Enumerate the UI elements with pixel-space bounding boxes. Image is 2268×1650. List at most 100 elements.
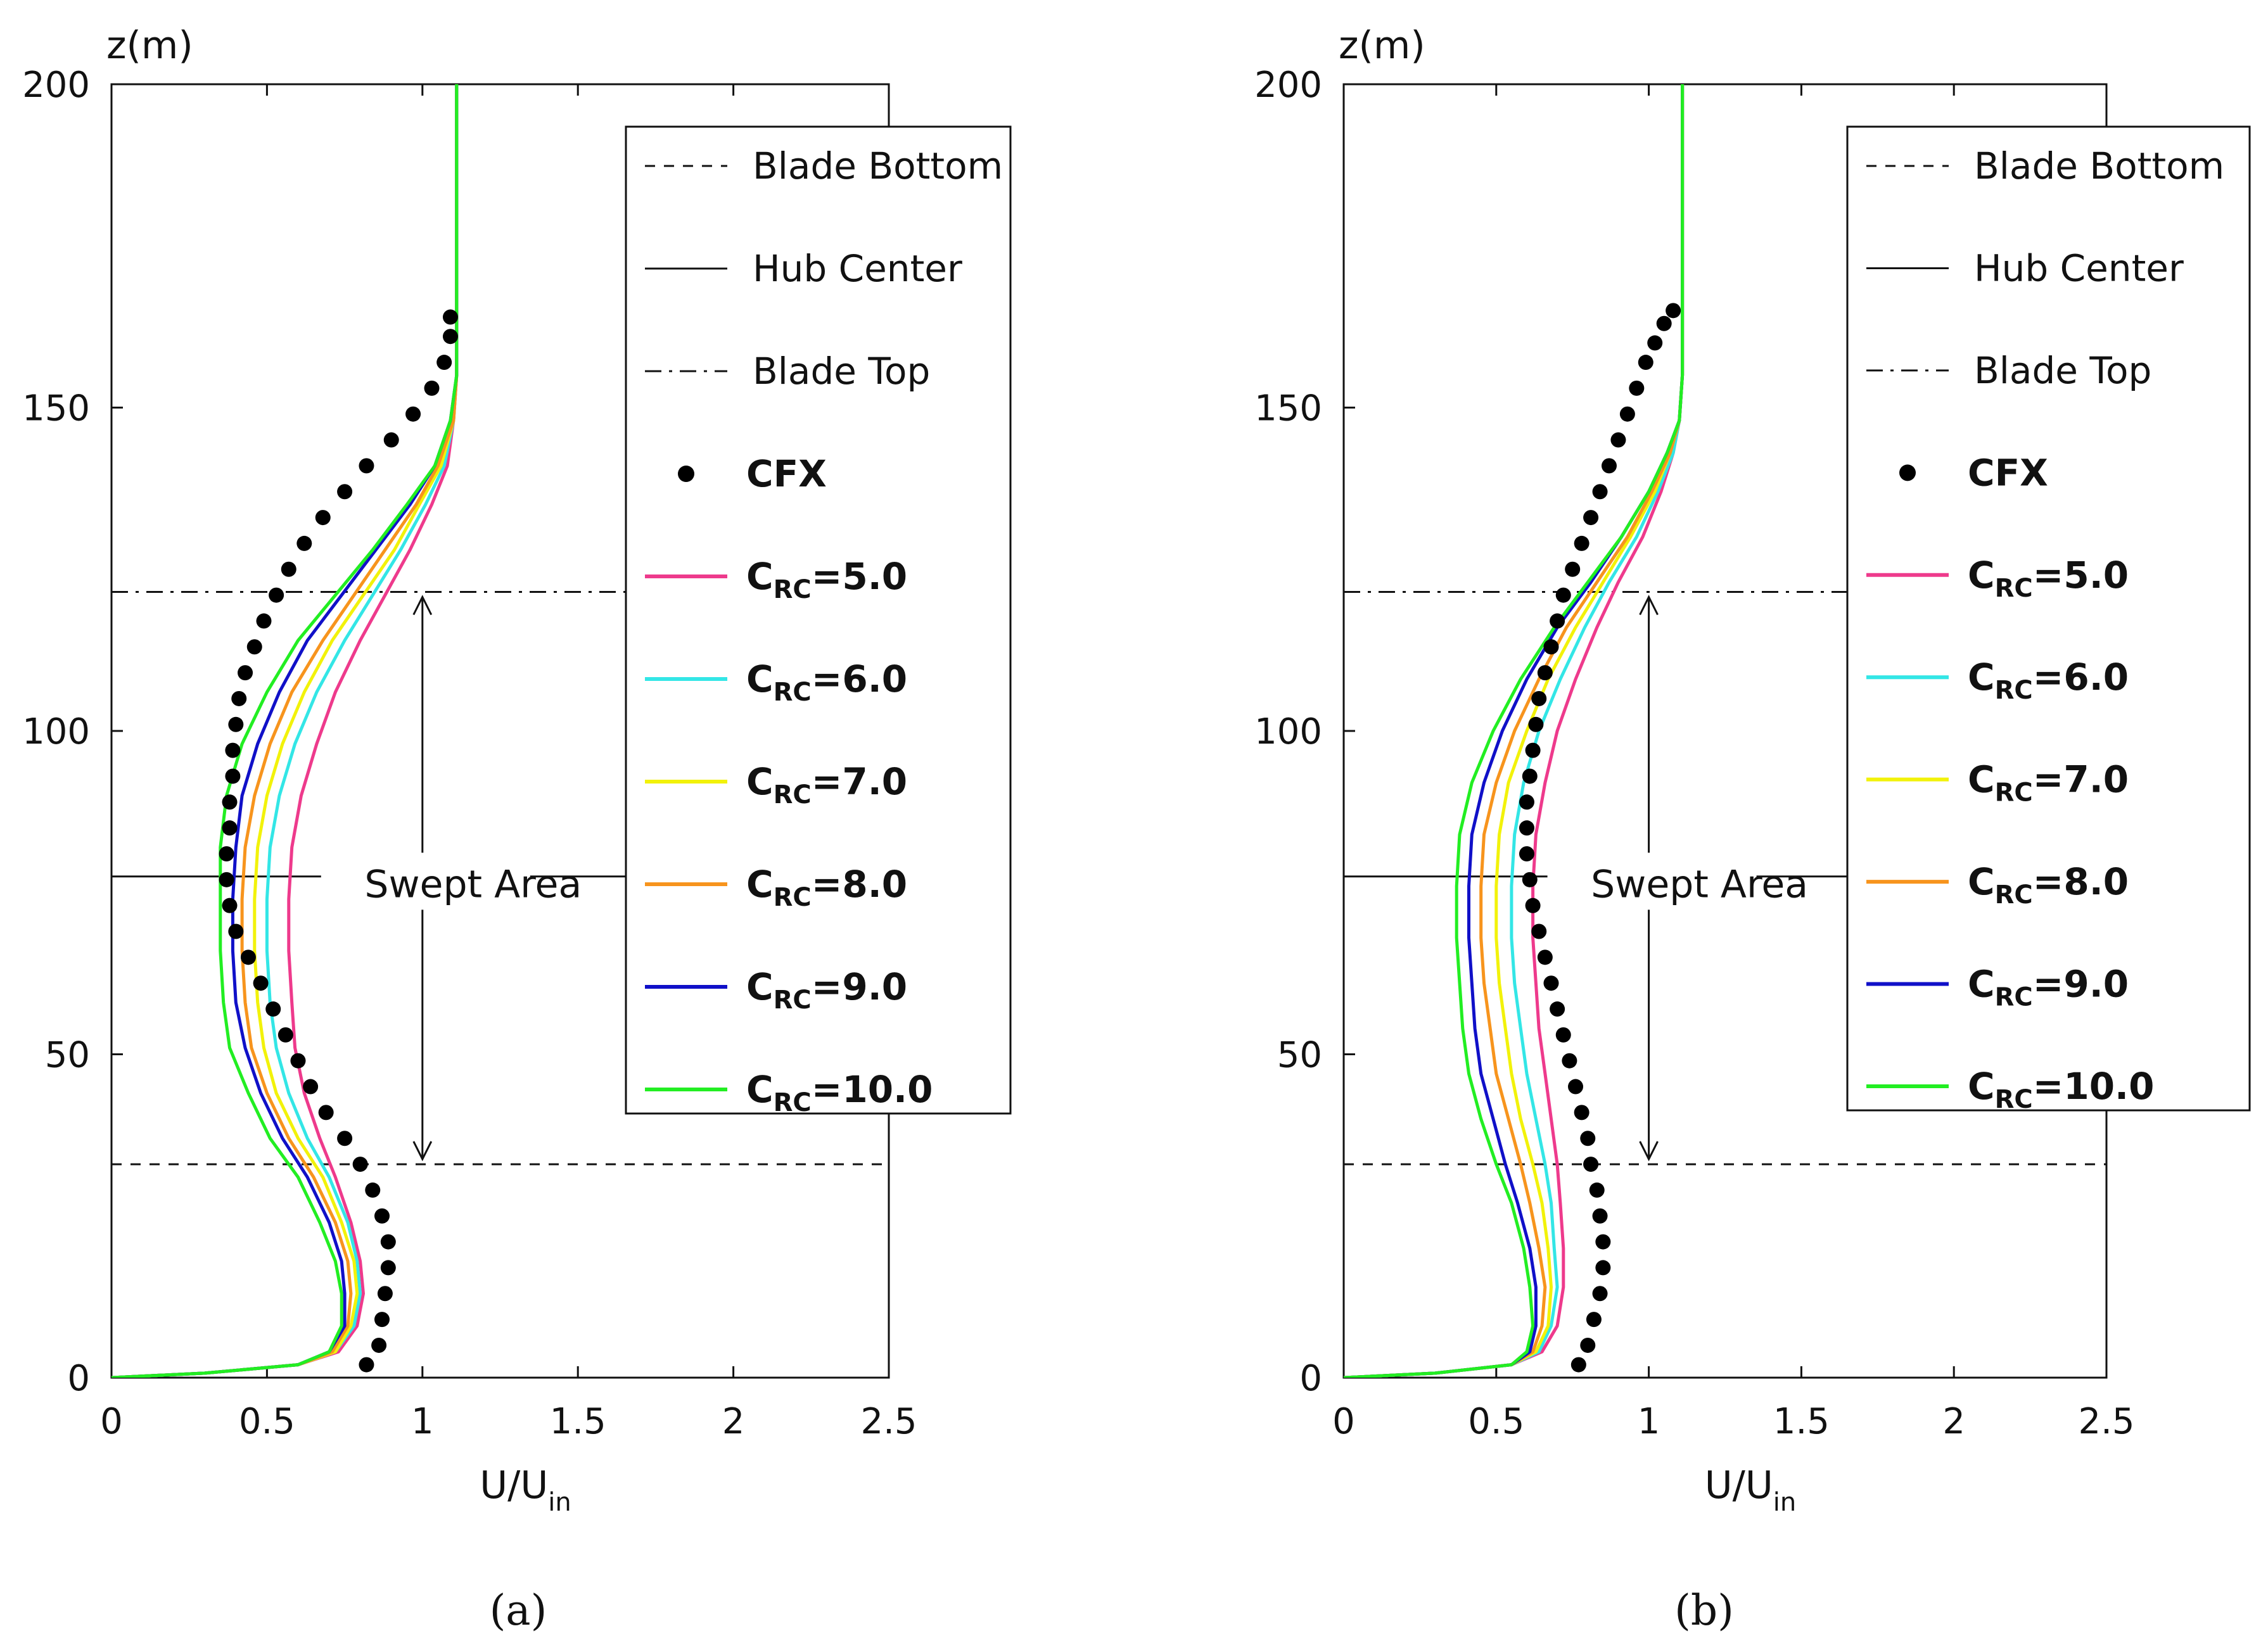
legend-label-crc: CRC=6.0 bbox=[1968, 656, 2129, 705]
cfx-point bbox=[290, 1053, 306, 1069]
y-tick-label: 100 bbox=[1254, 711, 1322, 752]
cfx-point bbox=[1580, 1337, 1596, 1353]
cfx-point bbox=[1666, 303, 1681, 319]
cfx-point bbox=[225, 742, 241, 758]
cfx-point bbox=[1525, 742, 1541, 758]
cfx-point bbox=[1601, 458, 1617, 474]
legend-label-crc-sub: RC bbox=[1995, 574, 2033, 603]
x-tick-label: 2 bbox=[1942, 1401, 1965, 1442]
swept-area-arrowhead-bottom bbox=[1639, 1141, 1659, 1162]
cfx-point bbox=[1592, 1208, 1608, 1224]
x-tick-label: 0.5 bbox=[239, 1401, 295, 1442]
legend-label-crc-main: C bbox=[1968, 860, 1995, 903]
legend-label-crc-main: C bbox=[746, 555, 774, 598]
y-tick-label: 50 bbox=[45, 1035, 90, 1076]
legend-label-crc-sub: RC bbox=[1995, 676, 2033, 705]
x-tick-label: 1 bbox=[1638, 1401, 1660, 1442]
cfx-point bbox=[442, 309, 458, 325]
panel-b: 0 0.5 1 1.5 2 2.5 0 50 100 150 200 z(m) U/Uin Swept A… bbox=[1254, 23, 2251, 1517]
series-line-crc-6-0 bbox=[111, 84, 459, 1378]
legend-label-crc-sub: RC bbox=[774, 883, 812, 912]
cfx-point bbox=[1586, 1312, 1602, 1328]
y-tick-label: 150 bbox=[1254, 388, 1322, 429]
series-line-crc-8-0 bbox=[111, 84, 459, 1378]
legend-label-hub-center: Hub Center bbox=[1974, 246, 2184, 289]
legend-swatch-cfx bbox=[1899, 464, 1916, 481]
legend-label-crc-sub: RC bbox=[774, 1088, 812, 1117]
legend-label-crc-value: =9.0 bbox=[2033, 963, 2129, 1006]
cfx-point bbox=[1528, 716, 1544, 732]
swept-area-label-bg bbox=[321, 853, 530, 910]
cfx-point bbox=[442, 329, 458, 345]
x-tick-label: 0.5 bbox=[1468, 1401, 1524, 1442]
cfx-point bbox=[359, 1357, 374, 1373]
cfx-point bbox=[231, 690, 247, 706]
cfx-point bbox=[277, 1027, 293, 1043]
cfx-point bbox=[1522, 768, 1538, 784]
cfx-point bbox=[1519, 820, 1534, 836]
legend-label-crc: CRC=7.0 bbox=[1968, 758, 2129, 808]
legend-label-crc-value: =8.0 bbox=[812, 863, 907, 906]
cfx-point bbox=[1595, 1234, 1611, 1250]
cfx-point bbox=[265, 1001, 281, 1017]
cfx-point bbox=[1537, 665, 1553, 681]
legend-label-crc-value: =9.0 bbox=[812, 965, 907, 1008]
cfx-point bbox=[238, 665, 253, 681]
cfx-point bbox=[240, 949, 256, 965]
cfx-point bbox=[256, 613, 272, 629]
cfx-point bbox=[303, 1079, 319, 1095]
x-axis-label-sub: in bbox=[548, 1488, 571, 1517]
legend-label-crc-sub: RC bbox=[1995, 880, 2033, 910]
caption-b: (b) bbox=[1674, 1586, 1734, 1635]
cfx-point bbox=[371, 1337, 387, 1353]
legend-label-crc: CRC=8.0 bbox=[1968, 860, 2129, 910]
cfx-point bbox=[1570, 1357, 1586, 1373]
legend-label-crc-main: C bbox=[1968, 963, 1995, 1006]
legend-label-crc-value: =7.0 bbox=[2033, 758, 2129, 801]
legend-label-cfx: CFX bbox=[1968, 451, 2048, 494]
cfx-point bbox=[374, 1312, 390, 1328]
cfx-point bbox=[228, 716, 244, 732]
cfx-point bbox=[1647, 335, 1663, 351]
cfx-point bbox=[219, 872, 234, 887]
cfx-point bbox=[1568, 1079, 1584, 1095]
legend-label-crc-value: =6.0 bbox=[812, 657, 907, 701]
cfx-point bbox=[219, 846, 234, 861]
legend-label-crc: CRC=6.0 bbox=[746, 657, 907, 707]
caption-a: (a) bbox=[490, 1586, 547, 1635]
legend-label-blade-top: Blade Top bbox=[753, 350, 930, 393]
y-tick-label: 200 bbox=[1254, 65, 1322, 106]
legend-label-crc: CRC=8.0 bbox=[746, 863, 907, 912]
x-tick-label: 0 bbox=[100, 1401, 123, 1442]
cfx-point bbox=[246, 639, 262, 655]
cfx-point bbox=[1619, 406, 1635, 422]
x-tick-label: 1 bbox=[411, 1401, 434, 1442]
cfx-point bbox=[1592, 484, 1608, 500]
cfx-point bbox=[318, 1105, 334, 1120]
swept-area-arrowhead-top bbox=[412, 595, 433, 616]
legend-swatch-cfx bbox=[678, 466, 694, 482]
series-line-crc-8-0 bbox=[1344, 84, 1685, 1378]
swept-area-label: Swept Area bbox=[1591, 862, 1808, 906]
y-tick-label: 50 bbox=[1277, 1035, 1322, 1076]
cfx-point bbox=[1638, 355, 1653, 371]
cfx-point bbox=[1592, 1286, 1608, 1302]
cfx-point bbox=[365, 1182, 381, 1198]
legend-label-crc-main: C bbox=[746, 760, 774, 803]
legend-label-crc-sub: RC bbox=[774, 780, 812, 809]
legend-label-crc-value: =5.0 bbox=[812, 555, 907, 598]
cfx-point bbox=[1543, 639, 1559, 655]
legend-label-crc: CRC=5.0 bbox=[746, 555, 907, 604]
legend-label-hub-center: Hub Center bbox=[753, 247, 962, 290]
swept-area-arrowhead-top bbox=[1639, 595, 1659, 616]
cfx-point bbox=[225, 768, 241, 784]
legend-label-blade-bottom: Blade Bottom bbox=[753, 144, 1003, 187]
legend-label-crc-main: C bbox=[746, 1068, 774, 1111]
x-tick-label: 1.5 bbox=[1773, 1401, 1830, 1442]
cfx-point bbox=[1583, 510, 1599, 526]
series-line-crc-10-0 bbox=[111, 84, 459, 1378]
cfx-point bbox=[436, 355, 452, 371]
cfx-point bbox=[1537, 949, 1553, 965]
cfx-point bbox=[405, 406, 421, 422]
